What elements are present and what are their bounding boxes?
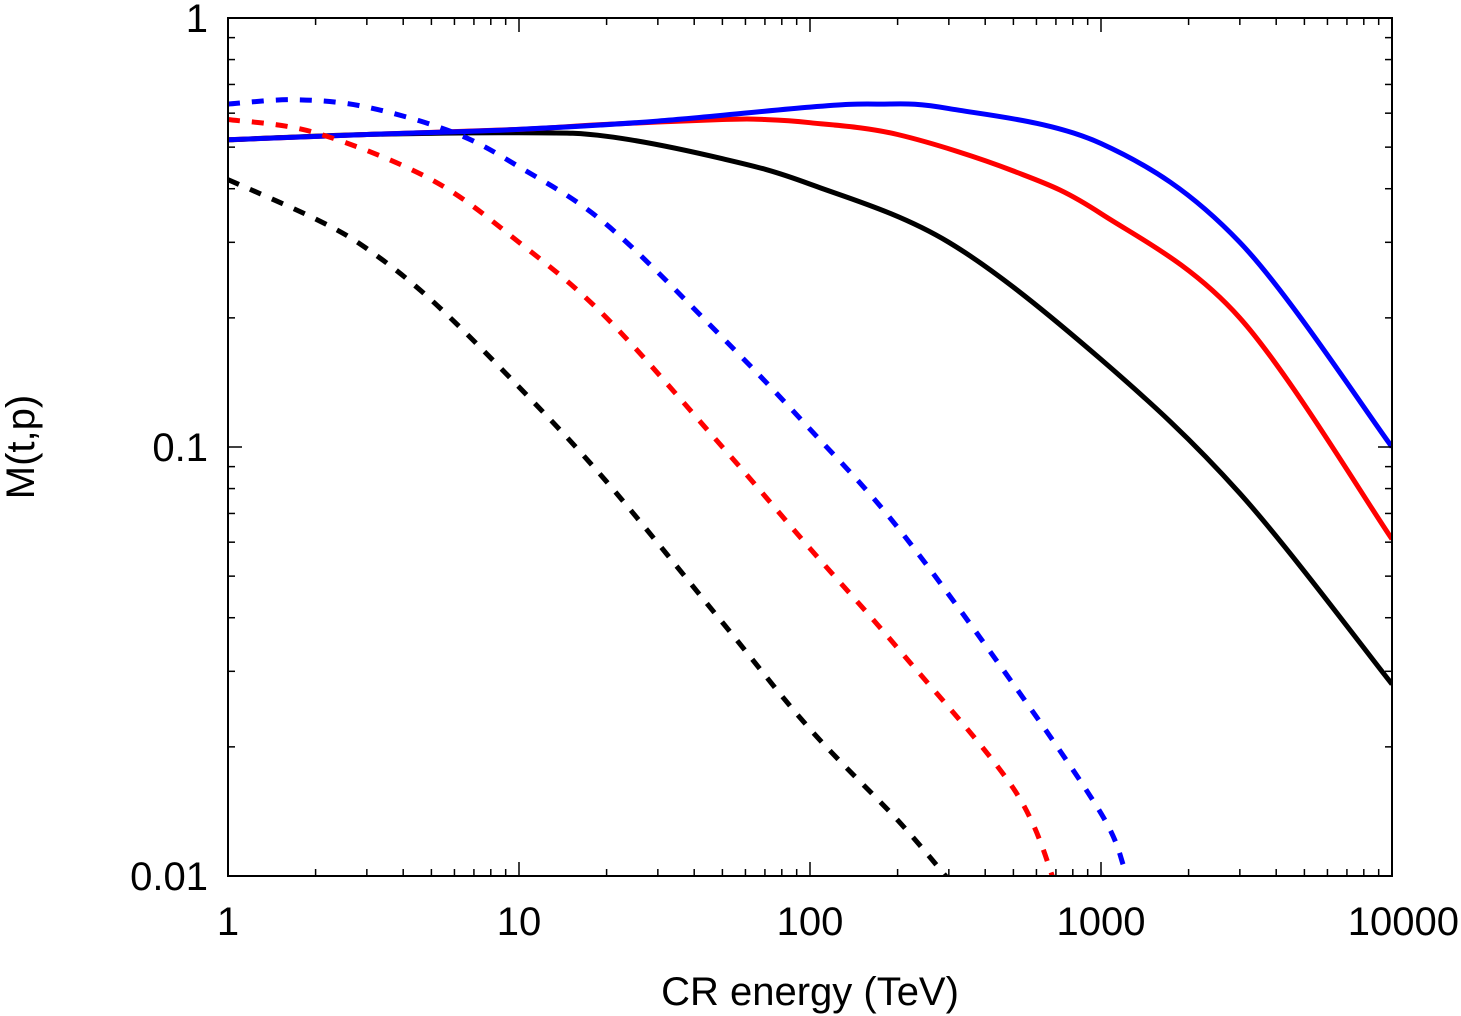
- x-tick-label: 10: [497, 900, 542, 944]
- tick-labels: 1 10 100 1000 10000 0.01 0.1 1: [130, 0, 1459, 944]
- plot-frame: [227, 17, 1393, 877]
- y-tick-label: 0.1: [152, 426, 208, 470]
- series-layer: [228, 97, 1392, 876]
- y-tick-label: 1: [186, 0, 208, 41]
- solid-series-line-0: [228, 130, 1392, 686]
- x-tick-label: 10000: [1348, 900, 1459, 944]
- dashed-series-line-4: [228, 117, 1055, 876]
- y-tick-label: 0.01: [130, 855, 208, 899]
- x-tick-label: 1: [217, 900, 239, 944]
- y-axis-title: M(t,p): [0, 395, 43, 499]
- x-tick-label: 100: [777, 900, 844, 944]
- dashed-series-line-3: [228, 177, 949, 876]
- dashed-series-line-5: [228, 97, 1127, 868]
- x-tick-label: 1000: [1057, 900, 1146, 944]
- solid-series-line-2: [228, 101, 1392, 449]
- x-axis-title: CR energy (TeV): [661, 970, 959, 1014]
- ticks-layer: [227, 18, 1392, 877]
